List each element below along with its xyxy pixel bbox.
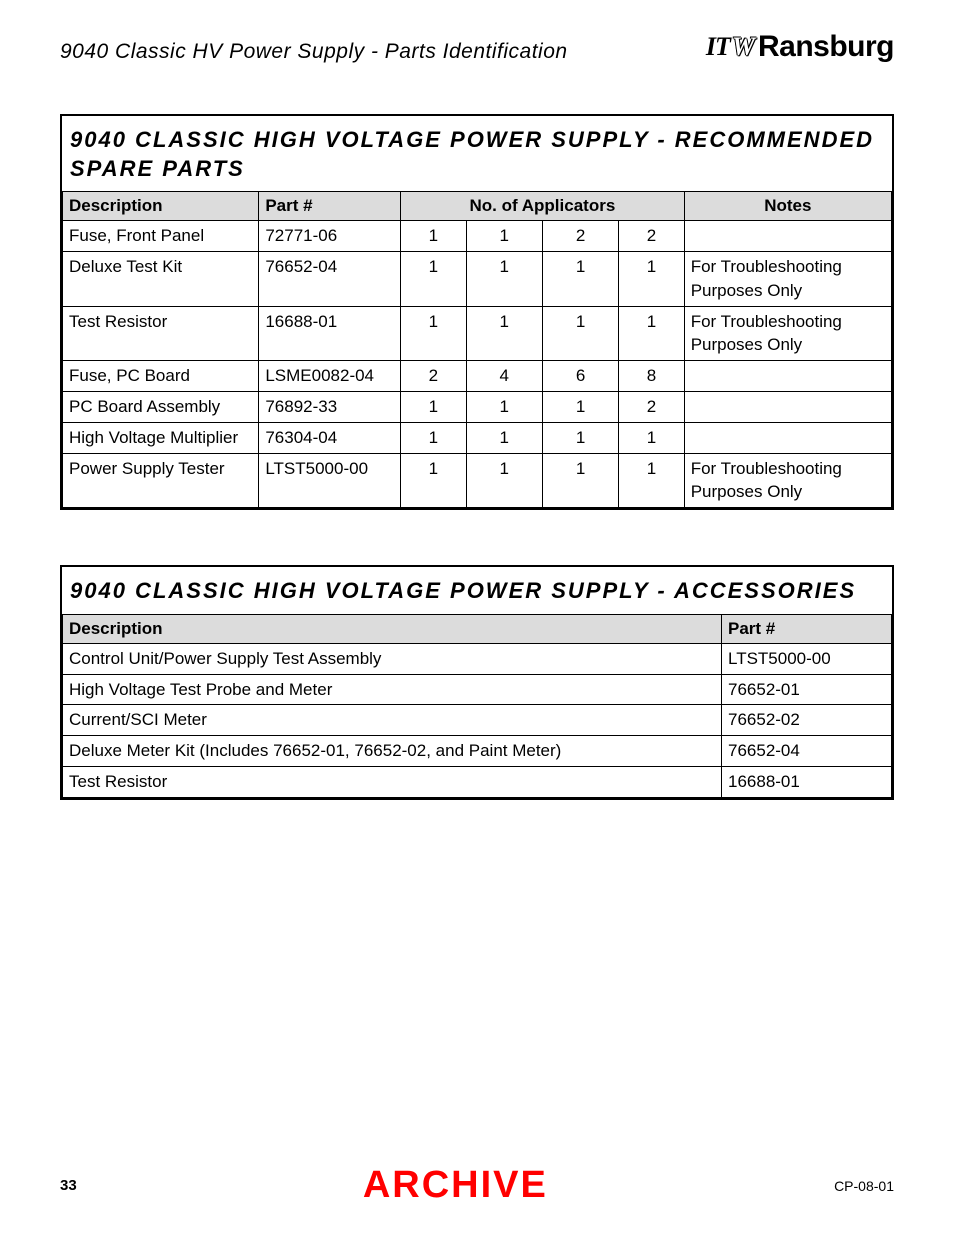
brand-logo: ITW Ransburg <box>706 30 894 64</box>
cell: Deluxe Meter Kit (Includes 76652-01, 766… <box>63 736 722 767</box>
table-row: High Voltage Multiplier 76304-04 1 1 1 1 <box>63 422 892 453</box>
cell: 2 <box>619 391 684 422</box>
cell: Current/SCI Meter <box>63 705 722 736</box>
cell: 1 <box>466 453 542 508</box>
cell: 1 <box>542 306 618 361</box>
table-row: Fuse, Front Panel 72771-06 1 1 2 2 <box>63 221 892 252</box>
archive-stamp: ARCHIVE <box>363 1164 548 1207</box>
cell: 76892-33 <box>259 391 401 422</box>
cell: High Voltage Test Probe and Meter <box>63 674 722 705</box>
cell: 6 <box>542 361 618 392</box>
table-header-row: Description Part # <box>63 614 892 643</box>
cell: High Voltage Multiplier <box>63 422 259 453</box>
cell: 76652-04 <box>722 736 892 767</box>
table-row: Test Resistor 16688-01 1 1 1 1 For Troub… <box>63 306 892 361</box>
brand-w-text: W <box>732 32 754 62</box>
cell: 1 <box>619 453 684 508</box>
cell: 1 <box>542 391 618 422</box>
col-notes: Notes <box>684 192 891 221</box>
cell: 1 <box>401 306 466 361</box>
cell: 76304-04 <box>259 422 401 453</box>
table-row: Current/SCI Meter 76652-02 <box>63 705 892 736</box>
cell: Control Unit/Power Supply Test Assembly <box>63 643 722 674</box>
cell: PC Board Assembly <box>63 391 259 422</box>
cell: 8 <box>619 361 684 392</box>
brand-name: Ransburg <box>758 30 894 64</box>
cell: Fuse, PC Board <box>63 361 259 392</box>
table-row: Power Supply Tester LTST5000-00 1 1 1 1 … <box>63 453 892 508</box>
page-number: 33 <box>60 1177 77 1194</box>
cell: 1 <box>542 251 618 306</box>
cell: 72771-06 <box>259 221 401 252</box>
cell: 1 <box>466 306 542 361</box>
cell: 1 <box>401 453 466 508</box>
col-description: Description <box>63 614 722 643</box>
cell <box>684 391 891 422</box>
col-part: Part # <box>259 192 401 221</box>
cell: 1 <box>401 391 466 422</box>
spare-parts-table: Description Part # No. of Applicators No… <box>62 191 892 508</box>
table-row: Control Unit/Power Supply Test Assembly … <box>63 643 892 674</box>
cell: 76652-02 <box>722 705 892 736</box>
cell: Deluxe Test Kit <box>63 251 259 306</box>
accessories-title: 9040 CLASSIC HIGH VOLTAGE POWER SUPPLY -… <box>62 567 892 614</box>
table-row: Deluxe Test Kit 76652-04 1 1 1 1 For Tro… <box>63 251 892 306</box>
cell: Power Supply Tester <box>63 453 259 508</box>
table-row: Deluxe Meter Kit (Includes 76652-01, 766… <box>63 736 892 767</box>
spare-parts-title: 9040 CLASSIC HIGH VOLTAGE POWER SUPPLY -… <box>62 116 892 191</box>
col-applicators: No. of Applicators <box>401 192 685 221</box>
cell: 16688-01 <box>722 766 892 797</box>
cell: 1 <box>401 251 466 306</box>
page-title: 9040 Classic HV Power Supply - Parts Ide… <box>60 40 568 64</box>
accessories-table: Description Part # Control Unit/Power Su… <box>62 614 892 798</box>
cell: 2 <box>401 361 466 392</box>
cell: 4 <box>466 361 542 392</box>
table-row: High Voltage Test Probe and Meter 76652-… <box>63 674 892 705</box>
doc-number: CP-08-01 <box>834 1178 894 1194</box>
cell: 2 <box>619 221 684 252</box>
brand-itw-text: IT <box>706 32 730 62</box>
cell: 1 <box>542 453 618 508</box>
cell: 1 <box>401 422 466 453</box>
page: 9040 Classic HV Power Supply - Parts Ide… <box>0 0 954 1235</box>
page-header: 9040 Classic HV Power Supply - Parts Ide… <box>60 30 894 64</box>
cell <box>684 221 891 252</box>
table-row: Test Resistor 16688-01 <box>63 766 892 797</box>
col-description: Description <box>63 192 259 221</box>
cell: LSME0082-04 <box>259 361 401 392</box>
cell: LTST5000-00 <box>722 643 892 674</box>
cell: For Troubleshooting Purposes Only <box>684 453 891 508</box>
cell: 1 <box>619 422 684 453</box>
table-row: Fuse, PC Board LSME0082-04 2 4 6 8 <box>63 361 892 392</box>
cell: 1 <box>619 251 684 306</box>
cell <box>684 361 891 392</box>
cell: 1 <box>466 221 542 252</box>
cell: Test Resistor <box>63 306 259 361</box>
cell: 16688-01 <box>259 306 401 361</box>
cell: 1 <box>466 251 542 306</box>
cell: 1 <box>542 422 618 453</box>
cell: 1 <box>466 422 542 453</box>
cell: For Troubleshooting Purposes Only <box>684 306 891 361</box>
cell: 76652-01 <box>722 674 892 705</box>
cell: 1 <box>401 221 466 252</box>
cell: 1 <box>619 306 684 361</box>
cell <box>684 422 891 453</box>
accessories-box: 9040 CLASSIC HIGH VOLTAGE POWER SUPPLY -… <box>60 565 894 800</box>
cell: Test Resistor <box>63 766 722 797</box>
spare-parts-box: 9040 CLASSIC HIGH VOLTAGE POWER SUPPLY -… <box>60 114 894 510</box>
page-footer: 33 ARCHIVE CP-08-01 <box>60 1164 894 1207</box>
cell: LTST5000-00 <box>259 453 401 508</box>
cell: 1 <box>466 391 542 422</box>
cell: 76652-04 <box>259 251 401 306</box>
table-header-row: Description Part # No. of Applicators No… <box>63 192 892 221</box>
cell: Fuse, Front Panel <box>63 221 259 252</box>
cell: 2 <box>542 221 618 252</box>
col-part: Part # <box>722 614 892 643</box>
cell: For Troubleshooting Purposes Only <box>684 251 891 306</box>
table-row: PC Board Assembly 76892-33 1 1 1 2 <box>63 391 892 422</box>
